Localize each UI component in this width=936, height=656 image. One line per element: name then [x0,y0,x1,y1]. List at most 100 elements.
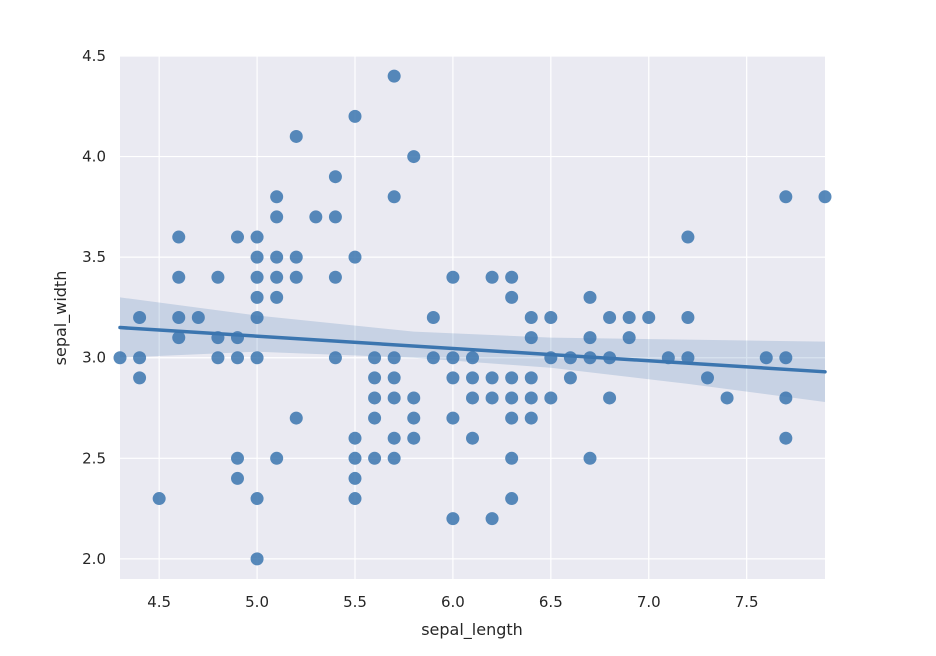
data-point [466,391,479,405]
data-point [211,270,225,284]
data-point [544,311,558,324]
data-point [387,351,401,365]
data-point [446,351,460,365]
data-point [524,331,538,345]
regression-fit-line [118,325,827,374]
data-point [387,391,401,405]
y-tick-label: 4.5 [82,47,106,65]
data-point [544,391,558,405]
x-tick-label: 7.5 [735,593,759,611]
x-tick-label: 5.5 [343,593,367,611]
y-axis-label: sepal_width [51,271,71,366]
data-point [250,270,264,284]
data-point [348,451,362,465]
data-point [505,371,519,385]
data-point [485,512,499,526]
data-point [133,351,147,365]
data-point [603,391,617,405]
data-point [681,351,695,365]
data-point [681,311,695,324]
data-point [446,411,460,425]
data-point [328,270,342,284]
data-point [466,371,479,385]
data-point [701,371,714,385]
data-points [113,69,832,566]
data-point [779,431,793,445]
data-point [759,351,773,365]
data-point [524,371,538,385]
data-point [524,311,538,324]
data-point [231,351,244,365]
x-tick-label: 6.0 [441,593,465,611]
y-tick-label: 3.5 [82,248,106,266]
data-point [485,270,499,284]
data-point [446,371,460,385]
data-point [368,451,382,465]
data-point [172,230,186,244]
data-point [289,411,303,425]
data-point [152,492,166,506]
data-point [426,351,440,365]
data-point [270,451,284,465]
data-point [681,230,695,244]
data-point [387,190,401,204]
data-point [485,371,499,385]
data-point [563,371,577,385]
data-point [133,371,147,385]
data-point [407,150,421,164]
data-point [642,311,656,324]
data-point [250,492,264,506]
x-tick-labels: 4.5 5.0 5.5 6.0 6.5 7.0 7.5 [147,593,758,611]
data-point [485,391,499,405]
data-point [309,210,323,224]
data-point [270,250,284,264]
data-point [289,129,303,143]
data-point [172,331,186,345]
data-point [348,492,362,506]
data-point [172,311,186,324]
data-point [505,451,519,465]
data-point [583,451,597,465]
data-point [505,411,519,425]
data-point [172,270,186,284]
data-point [622,331,636,345]
data-point [505,391,519,405]
y-tick-label: 2.5 [82,449,106,467]
data-point [231,471,244,485]
data-point [270,290,284,304]
data-point [426,311,440,324]
data-point [407,411,421,425]
data-point [407,431,421,445]
data-point [328,210,342,224]
data-point [603,311,617,324]
data-point [368,371,382,385]
x-tick-label: 6.5 [539,593,563,611]
data-point [779,351,793,365]
data-point [250,351,264,365]
data-point [270,210,284,224]
data-point [446,270,460,284]
y-tick-label: 3.0 [82,349,106,367]
x-tick-label: 5.0 [245,593,269,611]
data-point [387,431,401,445]
data-point [328,351,342,365]
data-point [191,311,205,324]
x-tick-label: 4.5 [147,593,171,611]
data-point [348,109,362,123]
data-point [250,552,264,566]
data-point [466,351,479,365]
data-point [211,351,225,365]
data-point [270,190,284,204]
plot-background [120,56,825,579]
data-point [348,250,362,264]
regression-line [118,325,827,374]
data-point [505,492,519,506]
data-point [818,190,832,204]
data-point [348,471,362,485]
data-point [289,250,303,264]
data-point [505,270,519,284]
data-point [387,451,401,465]
data-point [387,371,401,385]
data-point [524,411,538,425]
